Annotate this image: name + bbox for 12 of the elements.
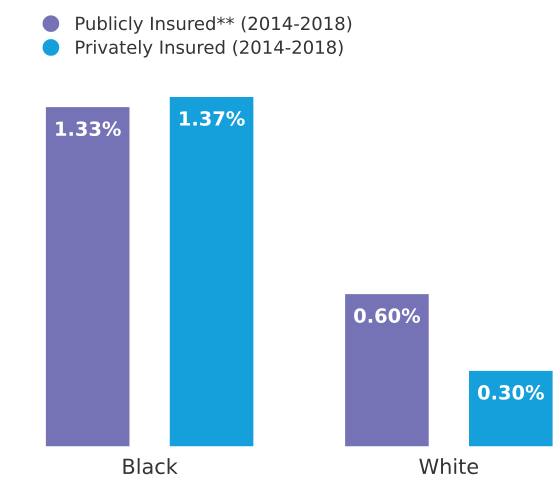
legend-label: Privately Insured (2014-2018) [76, 40, 343, 58]
data-label: 0.30% [478, 385, 544, 400]
x-tick-label: White [419, 458, 478, 474]
data-label: 0.60% [354, 308, 420, 323]
bar [344, 292, 430, 447]
bar [168, 96, 255, 447]
bar [44, 106, 131, 447]
data-label: 1.37% [180, 111, 245, 126]
bar [468, 369, 553, 447]
data-label: 1.33% [56, 121, 121, 136]
x-tick-label: Black [123, 458, 178, 474]
legend-label: Publicly Insured** (2014-2018) [76, 16, 352, 34]
